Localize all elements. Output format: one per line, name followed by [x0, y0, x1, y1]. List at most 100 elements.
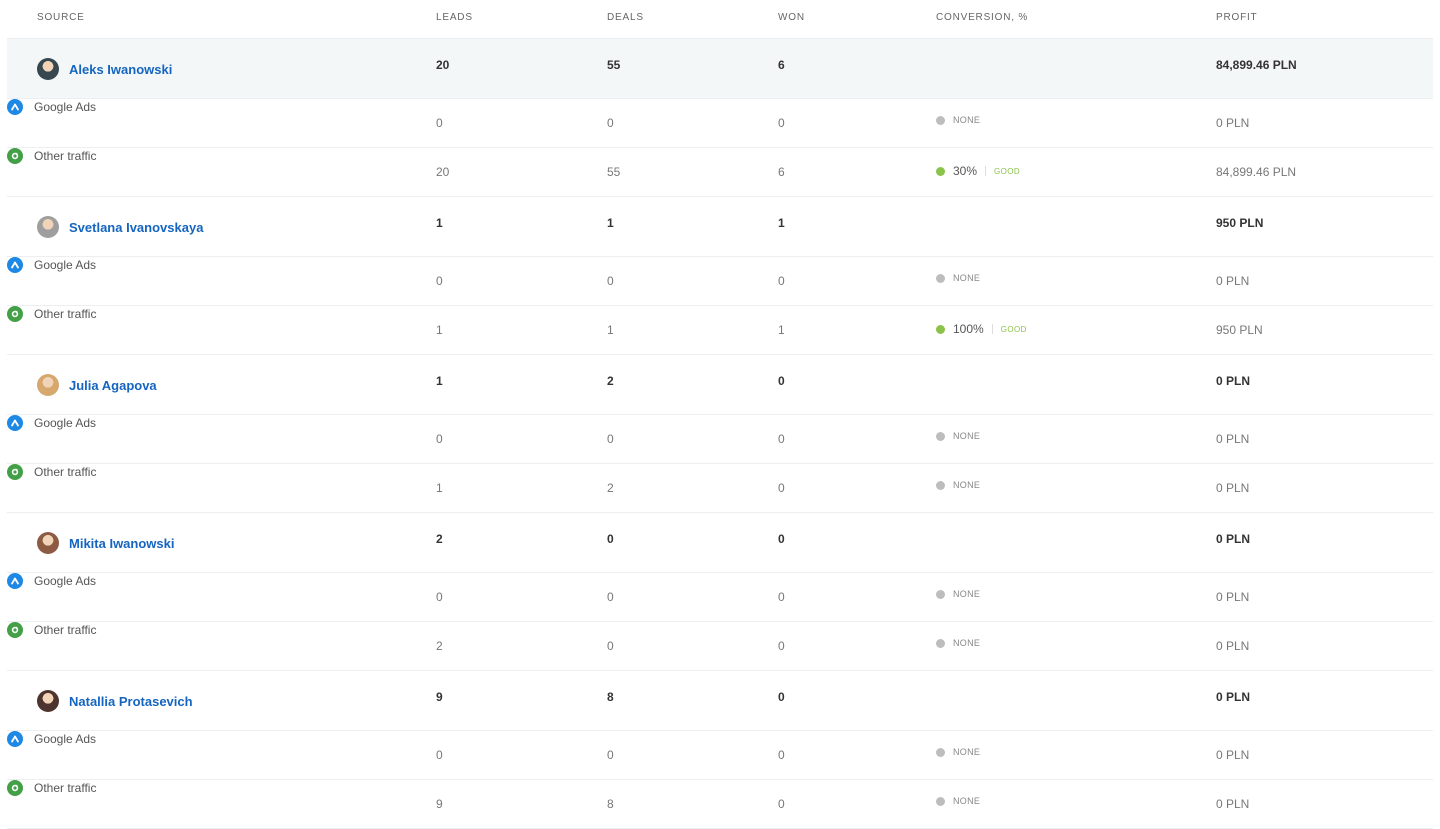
source-row: Google Ads 0 0 0 0 PLN NONE: [7, 731, 1433, 780]
source-won: 1: [778, 323, 785, 337]
person-leads: 1: [436, 216, 443, 230]
source-won: 0: [778, 432, 785, 446]
source-row: Other traffic 9 8 0 0 PLN NONE: [7, 780, 1433, 829]
person-profit: 0 PLN: [1216, 532, 1251, 546]
source-cell: Other traffic: [7, 464, 1433, 480]
source-cell: Other traffic: [7, 148, 1433, 164]
source-profit: 0 PLN: [1216, 590, 1250, 604]
other-traffic-icon: [7, 306, 23, 322]
conversion-none-label: NONE: [953, 796, 981, 806]
person-profit: 84,899.46 PLN: [1216, 58, 1297, 72]
source-cell: Other traffic: [7, 306, 1433, 322]
person-deals: 8: [607, 690, 614, 704]
source-won: 0: [778, 481, 785, 495]
google-ads-icon: [7, 415, 23, 431]
source-deals: 0: [607, 748, 614, 762]
column-header-deals[interactable]: DEALS: [607, 12, 644, 23]
google-ads-icon: [7, 99, 23, 115]
person-won: 0: [778, 374, 785, 388]
source-deals: 8: [607, 797, 614, 811]
source-leads: 1: [436, 323, 443, 337]
source-cell: Google Ads: [7, 731, 1433, 747]
person-row: Mikita Iwanowski 2 0 0 0 PLN: [7, 513, 1433, 573]
source-leads: 0: [436, 748, 443, 762]
other-traffic-icon: [7, 464, 23, 480]
source-deals: 55: [607, 165, 621, 179]
source-cell: Google Ads: [7, 99, 1433, 115]
source-label: Google Ads: [34, 732, 97, 746]
person-cell: Svetlana Ivanovskaya: [37, 216, 203, 238]
person-leads: 9: [436, 690, 443, 704]
person-row: Julia Agapova 1 2 0 0 PLN: [7, 355, 1433, 415]
source-cell: Google Ads: [7, 573, 1433, 589]
person-name-link[interactable]: Julia Agapova: [69, 377, 157, 393]
person-name-link[interactable]: Mikita Iwanowski: [69, 535, 175, 551]
other-traffic-icon: [7, 148, 23, 164]
conversion-cell: NONE: [936, 796, 980, 806]
conversion-cell: 100% GOOD: [936, 322, 1027, 336]
google-ads-icon: [7, 573, 23, 589]
column-header-won[interactable]: WON: [778, 12, 805, 23]
source-label: Google Ads: [34, 416, 97, 430]
source-leads: 0: [436, 116, 443, 130]
other-traffic-icon: [7, 780, 23, 796]
source-leads: 9: [436, 797, 443, 811]
person-name-link[interactable]: Svetlana Ivanovskaya: [69, 219, 204, 235]
source-profit: 0 PLN: [1216, 481, 1250, 495]
status-dot-none: [936, 747, 945, 757]
source-row: Other traffic 1 2 0 0 PLN NONE: [7, 464, 1433, 513]
source-profit: 84,899.46 PLN: [1216, 165, 1297, 179]
status-dot-none: [936, 638, 945, 648]
divider: [985, 166, 987, 176]
column-header-conversion[interactable]: CONVERSION, %: [936, 12, 1029, 23]
column-header-source[interactable]: SOURCE: [37, 12, 85, 23]
source-profit: 0 PLN: [1216, 639, 1250, 653]
source-label: Google Ads: [34, 574, 97, 588]
source-profit: 0 PLN: [1216, 797, 1250, 811]
source-won: 0: [778, 748, 785, 762]
person-leads: 2: [436, 532, 443, 546]
source-profit: 0 PLN: [1216, 748, 1250, 762]
source-label: Other traffic: [34, 307, 97, 321]
sources-report-table: SOURCE LEADS DEALS WON CONVERSION, % PRO…: [7, 0, 1433, 829]
person-deals: 1: [607, 216, 614, 230]
person-profit: 950 PLN: [1216, 216, 1264, 230]
source-profit: 0 PLN: [1216, 116, 1250, 130]
person-deals: 55: [607, 58, 621, 72]
source-row: Google Ads 0 0 0 0 PLN NONE: [7, 257, 1433, 306]
google-ads-icon: [7, 731, 23, 747]
status-dot-good: [936, 166, 945, 176]
source-won: 0: [778, 639, 785, 653]
source-cell: Other traffic: [7, 622, 1433, 638]
column-header-leads[interactable]: LEADS: [436, 12, 473, 23]
status-dot-none: [936, 589, 945, 599]
source-won: 0: [778, 116, 785, 130]
person-name-link[interactable]: Natallia Protasevich: [69, 693, 193, 709]
person-deals: 0: [607, 532, 614, 546]
source-profit: 0 PLN: [1216, 274, 1250, 288]
source-won: 0: [778, 274, 785, 288]
person-cell: Mikita Iwanowski: [37, 532, 174, 554]
avatar: [37, 532, 59, 554]
person-leads: 20: [436, 58, 450, 72]
status-dot-none: [936, 431, 945, 441]
table-header: SOURCE LEADS DEALS WON CONVERSION, % PRO…: [7, 0, 1433, 39]
person-won: 6: [778, 58, 785, 72]
status-dot-none: [936, 796, 945, 806]
conversion-percent: 30%: [953, 164, 978, 178]
source-leads: 1: [436, 481, 443, 495]
conversion-cell: NONE: [936, 431, 980, 441]
column-header-profit[interactable]: PROFIT: [1216, 12, 1258, 23]
person-leads: 1: [436, 374, 443, 388]
source-row: Other traffic 2 0 0 0 PLN NONE: [7, 622, 1433, 671]
source-leads: 0: [436, 274, 443, 288]
person-name-link[interactable]: Aleks Iwanowski: [69, 61, 173, 77]
avatar: [37, 690, 59, 712]
person-cell: Julia Agapova: [37, 374, 157, 396]
source-leads: 0: [436, 590, 443, 604]
person-row: Aleks Iwanowski 20 55 6 84,899.46 PLN: [7, 39, 1433, 99]
conversion-none-label: NONE: [953, 480, 981, 490]
source-deals: 1: [607, 323, 614, 337]
source-row: Google Ads 0 0 0 0 PLN NONE: [7, 99, 1433, 148]
conversion-none-label: NONE: [953, 747, 981, 757]
